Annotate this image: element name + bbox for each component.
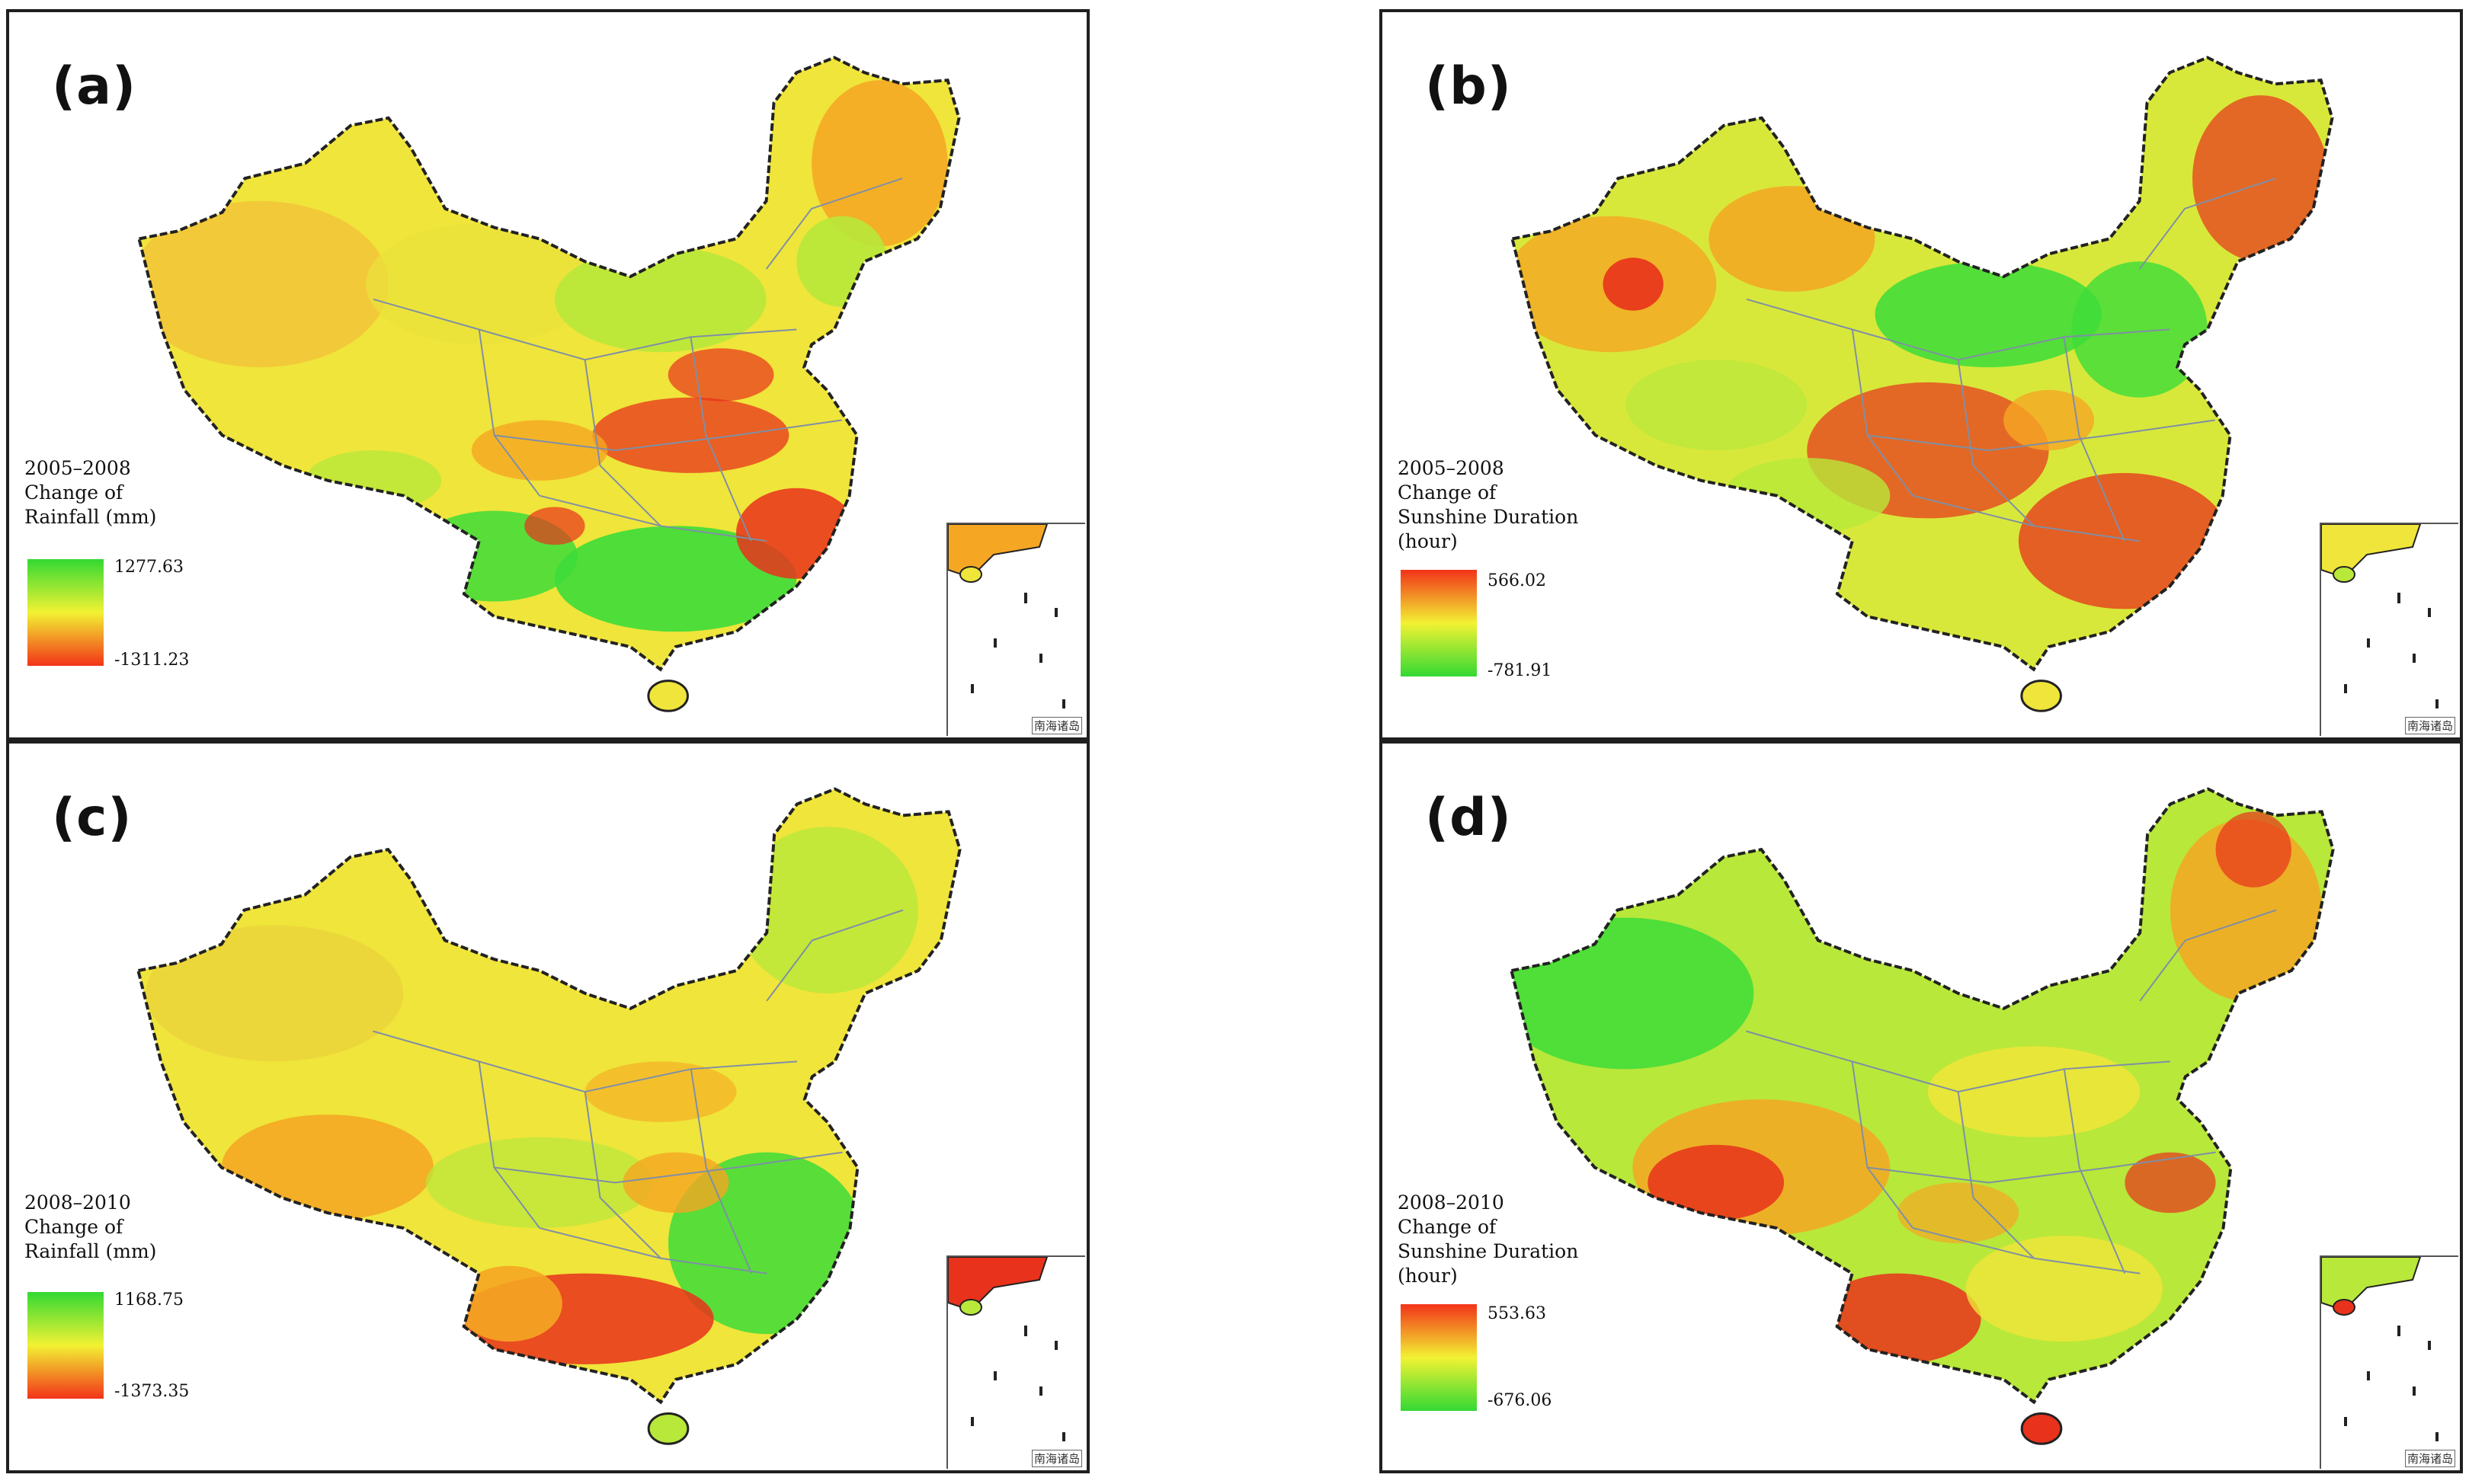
panel-c-rainfall-2008-2010: (c) 2008–2010 Change of Rainfall (mm) 11… <box>6 740 1090 1473</box>
legend-min: -1311.23 <box>114 651 190 670</box>
south-china-sea-inset: 南海诸岛 <box>2320 523 2458 736</box>
legend-variable-line2: Sunshine Duration <box>1398 506 1579 528</box>
china-map <box>136 787 962 1445</box>
legend-min: -676.06 <box>1487 1391 1552 1410</box>
legend-period: 2005–2008 <box>24 457 131 479</box>
panel-b-sunshine-2005-2008: (b) 2005–2008 Change of Sunshine Duratio… <box>1379 9 2463 740</box>
panel-letter: (d) <box>1425 788 1512 848</box>
legend-period: 2005–2008 <box>1398 457 1504 479</box>
legend-variable-line2: Sunshine Duration <box>1398 1240 1579 1262</box>
legend-color-scale <box>1401 1304 1477 1411</box>
legend-variable-line2: Rainfall (mm) <box>24 506 157 528</box>
legend-period: 2008–2010 <box>1398 1191 1504 1214</box>
inset-label: 南海诸岛 <box>2404 717 2455 734</box>
legend-color-scale <box>1401 570 1477 676</box>
china-map <box>1509 787 2335 1445</box>
legend-variable-line1: Change of <box>24 1216 123 1238</box>
legend-min: -781.91 <box>1487 661 1552 680</box>
legend-max: 1277.63 <box>114 558 184 577</box>
legend-variable-line2: Rainfall (mm) <box>24 1240 157 1262</box>
inset-label: 南海诸岛 <box>1031 1450 1082 1467</box>
inset-label: 南海诸岛 <box>2404 1450 2455 1467</box>
south-china-sea-inset: 南海诸岛 <box>946 1255 1085 1469</box>
china-map <box>137 56 961 712</box>
panel-letter: (b) <box>1425 56 1512 117</box>
china-map <box>1510 56 2334 712</box>
south-china-sea-inset: 南海诸岛 <box>2320 1255 2458 1469</box>
legend-variable-line3: (hour) <box>1398 1265 1458 1287</box>
panel-d-sunshine-2008-2010: (d) 2008–2010 Change of Sunshine Duratio… <box>1379 740 2463 1473</box>
legend-color-scale <box>27 559 104 666</box>
panel-letter: (a) <box>52 56 137 117</box>
south-china-sea-inset: 南海诸岛 <box>946 523 1085 736</box>
legend-period: 2008–2010 <box>24 1191 131 1214</box>
panel-a-rainfall-2005-2008: (a) 2005–2008 Change of Rainfall (mm) 12… <box>6 9 1090 740</box>
legend-variable-line3: (hour) <box>1398 530 1458 552</box>
legend-max: 566.02 <box>1487 571 1546 590</box>
legend-min: -1373.35 <box>114 1382 190 1401</box>
legend-color-scale <box>27 1292 104 1399</box>
legend-variable-line1: Change of <box>24 481 123 504</box>
inset-label: 南海诸岛 <box>1031 717 1082 734</box>
legend-variable-line1: Change of <box>1398 481 1497 504</box>
legend-max: 553.63 <box>1487 1304 1546 1323</box>
legend-variable-line1: Change of <box>1398 1216 1497 1238</box>
legend-max: 1168.75 <box>114 1291 184 1310</box>
panel-letter: (c) <box>52 788 133 848</box>
